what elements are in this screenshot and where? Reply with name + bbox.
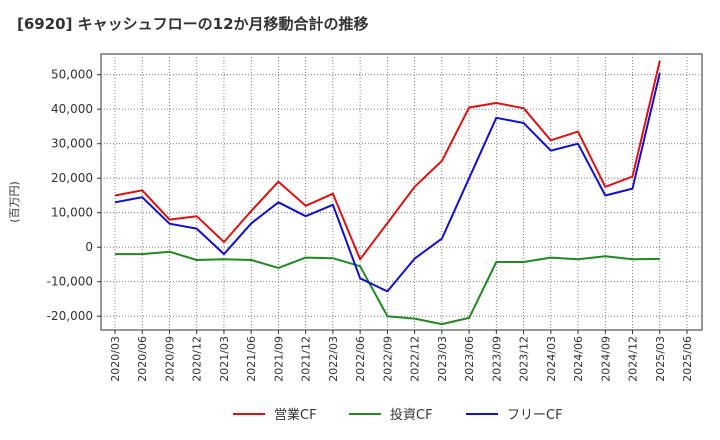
y-axis-label: (百万円) <box>8 181 21 223</box>
series-line <box>114 72 661 293</box>
y-tick-label: -20,000 <box>47 309 93 323</box>
x-tick-label: 2022/06 <box>354 336 367 382</box>
x-tick-label: 2025/06 <box>681 336 694 382</box>
x-tick-label: 2024/12 <box>627 336 640 382</box>
x-tick-label: 2025/03 <box>654 336 667 382</box>
legend-label: 営業CF <box>274 407 317 423</box>
x-tick-label: 2022/09 <box>381 336 394 382</box>
y-tick-label: 20,000 <box>51 171 93 185</box>
legend: 営業CF 投資CF フリーCF <box>233 407 563 423</box>
x-tick-label: 2021/03 <box>218 336 231 382</box>
y-tick-label: 0 <box>85 240 93 254</box>
series-lines <box>114 60 661 326</box>
y-tick-label: 10,000 <box>51 206 93 220</box>
x-tick-label: 2024/06 <box>572 336 585 382</box>
x-tick-label: 2023/09 <box>490 336 503 382</box>
x-tick-label: 2023/03 <box>436 336 449 382</box>
series-line <box>115 250 660 326</box>
y-axis-ticks: -20,000 -10,000 0 10,000 20,000 30,000 40,000 5… <box>47 68 101 323</box>
legend-label: 投資CF <box>390 407 433 423</box>
series-line <box>114 60 661 261</box>
x-tick-label: 2024/03 <box>545 336 558 382</box>
x-tick-label: 2024/09 <box>599 336 612 382</box>
grid <box>101 54 702 330</box>
x-tick-label: 2020/09 <box>163 336 176 382</box>
x-tick-label: 2022/12 <box>409 336 422 382</box>
y-tick-label: 50,000 <box>51 68 93 82</box>
y-tick-label: 40,000 <box>51 102 93 116</box>
chart-title: [6920] キャッシュフローの12か月移動合計の推移 <box>17 15 369 33</box>
x-tick-label: 2022/03 <box>327 336 340 382</box>
y-tick-label: -10,000 <box>47 275 93 289</box>
x-tick-label: 2023/12 <box>518 336 531 382</box>
x-tick-label: 2020/03 <box>109 336 122 382</box>
x-tick-label: 2023/06 <box>463 336 476 382</box>
legend-label: フリーCF <box>507 408 563 423</box>
plot-area <box>100 53 703 331</box>
x-tick-label: 2021/09 <box>272 336 285 382</box>
x-tick-label: 2020/12 <box>191 336 204 382</box>
y-tick-label: 30,000 <box>51 137 93 151</box>
x-axis-ticks: 2020/03 2020/06 2020/09 2020/12 2021/03 2021/… <box>109 330 694 382</box>
x-tick-label: 2021/06 <box>245 336 258 382</box>
x-tick-label: 2020/06 <box>136 336 149 382</box>
x-tick-label: 2021/12 <box>300 336 313 382</box>
